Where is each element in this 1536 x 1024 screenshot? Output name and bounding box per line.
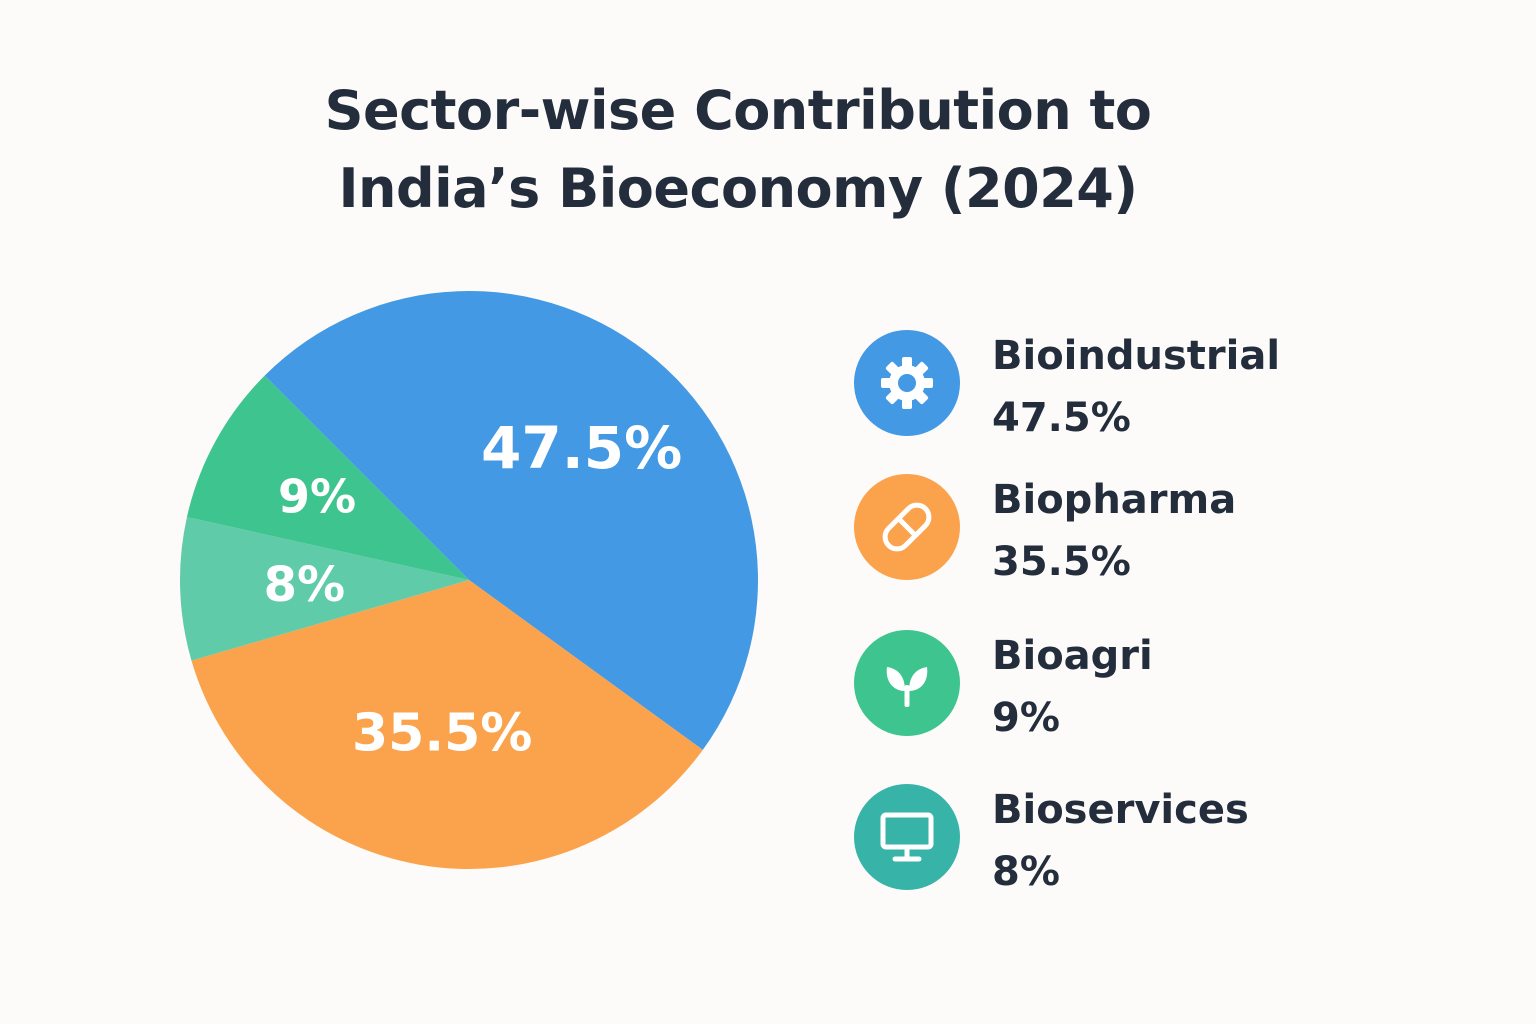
pie-slice-bioindustrial: [264, 291, 758, 750]
chart-title-line-1: Sector-wise Contribution to: [324, 79, 1152, 142]
legend-item-biopharma: Biopharma 35.5%: [854, 474, 1414, 585]
legend-label: Bioservices: [992, 787, 1249, 833]
slice-label-bioindustrial: 47.5%: [481, 414, 682, 482]
chart-title-line-2: India’s Bioeconomy (2024): [338, 157, 1138, 220]
legend-value: 35.5%: [992, 539, 1131, 585]
legend-swatch-biopharma: [854, 474, 960, 580]
pill-icon: [882, 502, 932, 552]
pie-slice-bioagri: [186, 375, 469, 580]
legend-item-bioindustrial: Bioindustrial 47.5%: [854, 330, 1414, 441]
legend-label: Bioindustrial: [992, 333, 1281, 379]
legend-item-bioservices: Bioservices 8%: [854, 784, 1414, 895]
legend-value: 8%: [992, 849, 1060, 895]
legend-swatch-bioindustrial: [854, 330, 960, 436]
legend-swatch-bioservices: [854, 784, 960, 890]
legend-swatch-bioagri: [854, 630, 960, 736]
sprout-icon: [886, 667, 928, 707]
legend-label: Biopharma: [992, 477, 1237, 523]
slice-label-bioagri: 9%: [278, 469, 356, 523]
chart-title: Sector-wise Contribution to India’s Bioe…: [0, 72, 1476, 228]
pie-slice-bioservices: [179, 516, 469, 661]
gear-icon: [881, 357, 933, 409]
legend-value: 9%: [992, 695, 1060, 741]
legend-value: 47.5%: [992, 395, 1131, 441]
slice-label-biopharma: 35.5%: [352, 704, 532, 764]
monitor-icon: [880, 812, 934, 862]
legend-label: Bioagri: [992, 633, 1153, 679]
pie-slice-biopharma: [191, 580, 703, 870]
legend-item-bioagri: Bioagri 9%: [854, 630, 1414, 741]
slice-label-bioservices: 8%: [264, 557, 346, 613]
